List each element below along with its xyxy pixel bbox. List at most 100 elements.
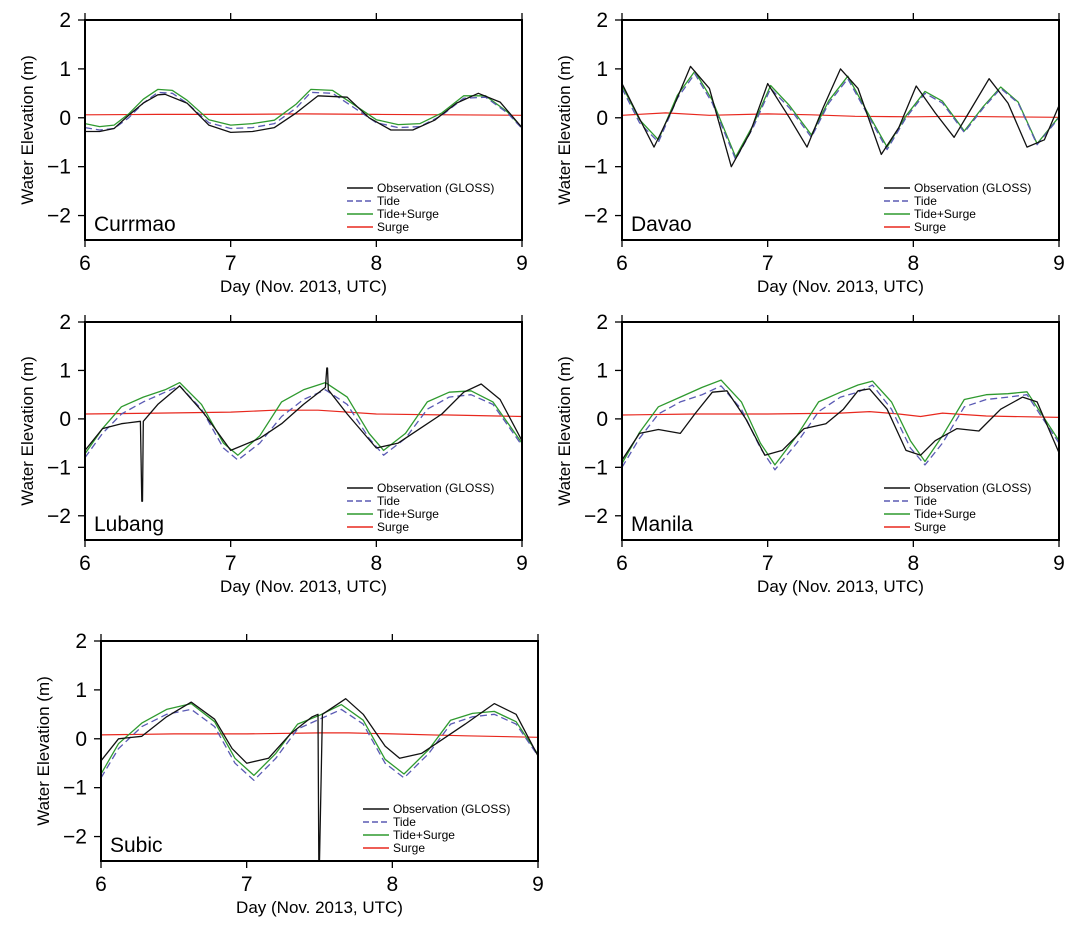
legend-label-tide: Tide [914, 194, 937, 208]
legend-label-surge: Surge [377, 220, 409, 234]
y-axis-title: Water Elevation (m) [34, 676, 53, 826]
x-tick-label: 9 [516, 552, 528, 575]
station-label: Currmao [94, 213, 176, 236]
x-axis-title: Day (Nov. 2013, UTC) [220, 277, 387, 296]
y-tick-label: −2 [584, 505, 608, 528]
legend-label-tide: Tide [377, 494, 400, 508]
x-tick-label: 8 [907, 552, 919, 575]
series-surge-line [622, 411, 1059, 418]
legend-label-surge: Surge [377, 520, 409, 534]
y-tick-label: −2 [47, 505, 71, 528]
legend-label-tide-surge: Tide+Surge [914, 207, 976, 221]
y-tick-label: 1 [75, 679, 87, 702]
legend-label-tide-surge: Tide+Surge [377, 207, 439, 221]
y-tick-label: 0 [75, 728, 87, 751]
series-observation-gloss-line [622, 388, 1059, 461]
y-axis-title: Water Elevation (m) [555, 55, 574, 205]
y-tick-label: 0 [59, 408, 71, 431]
plot-frame [621, 19, 1060, 241]
y-tick-label: −1 [47, 456, 71, 479]
plot-frame [621, 321, 1060, 541]
legend-label-tide: Tide [914, 494, 937, 508]
x-tick-label: 9 [1053, 552, 1065, 575]
y-tick-label: 1 [596, 359, 608, 382]
x-tick-label: 7 [225, 252, 237, 275]
x-tick-label: 8 [386, 873, 398, 896]
legend-label-surge: Surge [393, 841, 425, 855]
series-tide-line [622, 73, 1059, 160]
series-observation-gloss-line [622, 65, 1059, 168]
x-axis-title: Day (Nov. 2013, UTC) [220, 577, 387, 596]
plot-frame [84, 321, 523, 541]
y-tick-label: 1 [596, 58, 608, 81]
plot-frame [84, 19, 523, 241]
station-label: Davao [631, 213, 692, 236]
y-tick-label: −2 [584, 205, 608, 228]
legend-label-observation-gloss: Observation (GLOSS) [393, 802, 510, 816]
series-tide-surge-line [622, 70, 1059, 158]
y-tick-label: 2 [59, 9, 71, 32]
x-tick-label: 8 [907, 252, 919, 275]
y-tick-label: −1 [584, 156, 608, 179]
y-tick-label: 1 [59, 359, 71, 382]
x-tick-label: 8 [370, 252, 382, 275]
legend-label-observation-gloss: Observation (GLOSS) [914, 181, 1031, 195]
x-tick-label: 9 [532, 873, 544, 896]
x-axis-title: Day (Nov. 2013, UTC) [757, 277, 924, 296]
x-tick-label: 7 [762, 552, 774, 575]
legend-label-tide: Tide [393, 815, 416, 829]
y-tick-label: −2 [47, 205, 71, 228]
y-tick-label: 0 [596, 107, 608, 130]
x-tick-label: 7 [225, 552, 237, 575]
legend-label-observation-gloss: Observation (GLOSS) [377, 181, 494, 195]
series-surge-line [101, 732, 538, 738]
y-tick-label: −2 [63, 826, 87, 849]
y-tick-label: 1 [59, 58, 71, 81]
x-tick-label: 6 [616, 552, 628, 575]
legend-label-surge: Surge [914, 520, 946, 534]
series-tide-line [622, 384, 1059, 471]
series-observation-gloss-line [85, 92, 522, 134]
series-surge-line [622, 112, 1059, 118]
station-label: Manila [631, 513, 693, 536]
y-tick-label: 2 [596, 311, 608, 334]
legend-label-tide-surge: Tide+Surge [377, 507, 439, 521]
series-tide-surge-line [101, 702, 538, 777]
legend-label-surge: Surge [914, 220, 946, 234]
y-axis-title: Water Elevation (m) [555, 356, 574, 506]
y-tick-label: −1 [47, 156, 71, 179]
y-tick-label: 2 [59, 311, 71, 334]
series-tide-line [85, 91, 522, 131]
y-tick-label: −1 [63, 777, 87, 800]
legend-label-tide: Tide [377, 194, 400, 208]
station-label: Subic [110, 834, 163, 857]
legend-label-observation-gloss: Observation (GLOSS) [914, 481, 1031, 495]
legend-label-tide-surge: Tide+Surge [914, 507, 976, 521]
series-tide-surge-line [85, 381, 522, 456]
series-tide-surge-line [85, 88, 522, 129]
series-observation-gloss-line [85, 367, 522, 502]
x-tick-label: 9 [1053, 252, 1065, 275]
series-surge-line [85, 113, 522, 116]
series-tide-surge-line [622, 379, 1059, 466]
panel-davao: 6 7 8 9 −2 −1 0 1 2 Day (Nov. 2013, UTC) Water Ele… [555, 9, 1065, 296]
y-tick-label: 2 [596, 9, 608, 32]
y-tick-label: 2 [75, 630, 87, 653]
x-tick-label: 7 [241, 873, 253, 896]
panel-manila: 6 7 8 9 −2 −1 0 1 2 Day (Nov. 2013, UTC) Water Ele… [555, 311, 1065, 596]
series-tide-line [85, 385, 522, 461]
x-tick-label: 6 [616, 252, 628, 275]
panel-subic: 6 7 8 9 −2 −1 0 1 2 Day (Nov. 2013, UTC) Water Ele… [34, 630, 544, 917]
panel-currmao: 6 7 8 9 −2 −1 0 1 2 Day (Nov. 2013, UTC) Water Ele… [18, 9, 528, 296]
x-tick-label: 6 [95, 873, 107, 896]
series-observation-gloss-line [101, 698, 538, 861]
station-label: Lubang [94, 513, 164, 536]
legend-label-observation-gloss: Observation (GLOSS) [377, 481, 494, 495]
x-tick-label: 6 [79, 552, 91, 575]
y-axis-title: Water Elevation (m) [18, 356, 37, 506]
